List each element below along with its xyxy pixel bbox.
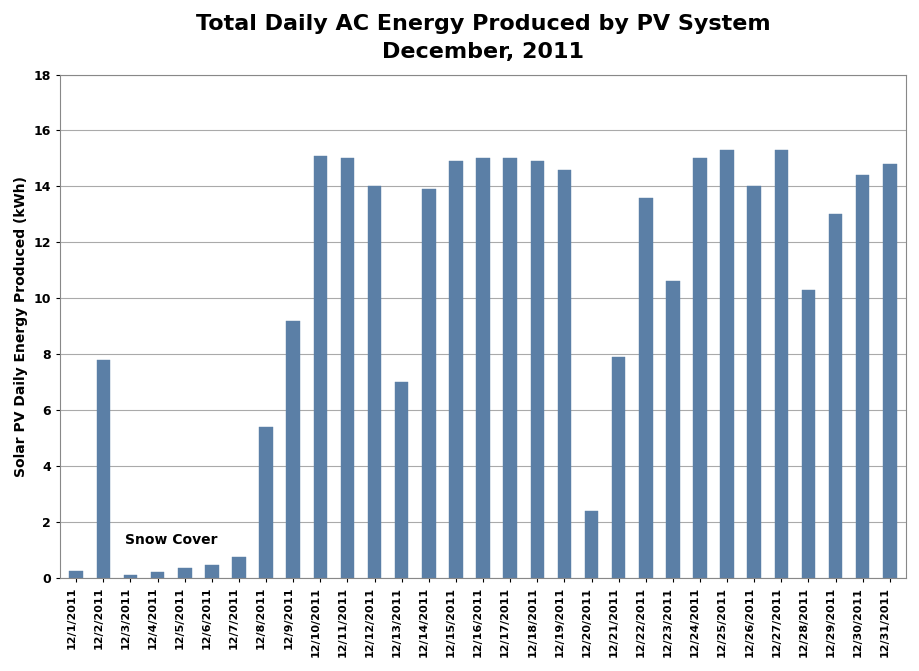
Bar <box>557 170 571 578</box>
Bar <box>746 187 760 578</box>
Bar <box>368 187 381 578</box>
Bar <box>530 161 543 578</box>
Bar <box>882 164 896 578</box>
Bar <box>800 290 814 578</box>
Bar <box>394 382 408 578</box>
Bar <box>151 572 165 578</box>
Text: Snow Cover: Snow Cover <box>125 533 217 547</box>
Bar <box>340 158 354 578</box>
Bar <box>123 575 137 578</box>
Bar <box>665 281 679 578</box>
Bar <box>720 150 733 578</box>
Bar <box>422 189 435 578</box>
Bar <box>774 150 788 578</box>
Bar <box>503 158 516 578</box>
Bar <box>476 158 489 578</box>
Bar <box>286 321 300 578</box>
Bar <box>828 214 842 578</box>
Bar <box>177 568 191 578</box>
Bar <box>232 557 245 578</box>
Bar <box>259 427 273 578</box>
Title: Total Daily AC Energy Produced by PV System
December, 2011: Total Daily AC Energy Produced by PV Sys… <box>196 14 769 62</box>
Bar <box>584 511 597 578</box>
Bar <box>96 360 110 578</box>
Bar <box>448 161 462 578</box>
Bar <box>70 571 83 578</box>
Bar <box>611 357 625 578</box>
Y-axis label: Solar PV Daily Energy Produced (kWh): Solar PV Daily Energy Produced (kWh) <box>14 176 28 476</box>
Bar <box>855 175 868 578</box>
Bar <box>639 197 652 578</box>
Bar <box>205 565 219 578</box>
Bar <box>313 156 327 578</box>
Bar <box>693 158 706 578</box>
